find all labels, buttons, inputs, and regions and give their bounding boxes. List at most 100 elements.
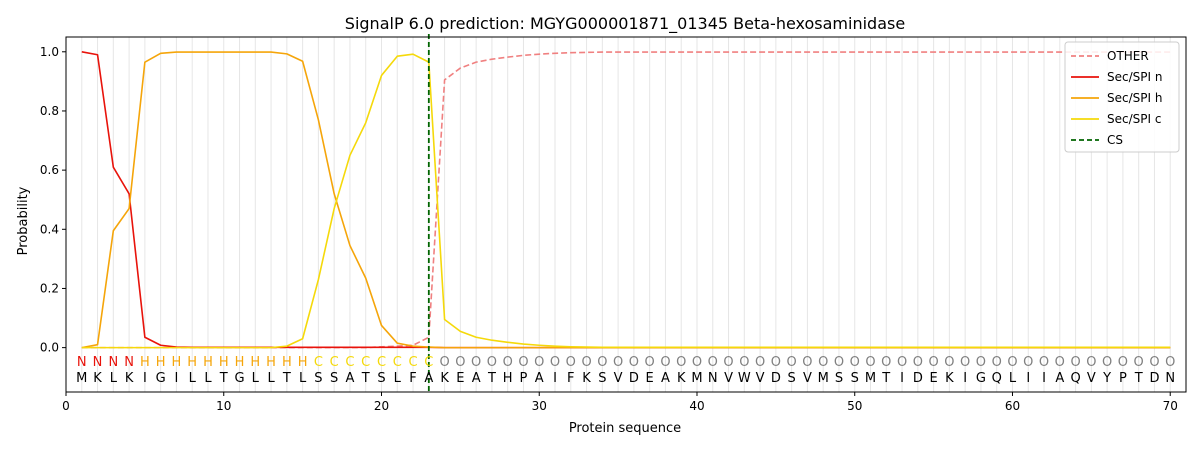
- residue-label: W: [738, 371, 751, 386]
- residue-label: K: [93, 371, 102, 386]
- residue-label: M: [691, 371, 702, 386]
- region-label: O: [976, 355, 986, 370]
- region-label: O: [960, 355, 970, 370]
- residue-label: K: [677, 371, 686, 386]
- residue-label: V: [756, 371, 765, 386]
- residue-label: V: [803, 371, 812, 386]
- residue-label: M: [818, 371, 829, 386]
- legend-label: OTHER: [1107, 49, 1149, 63]
- residue-label: Q: [1070, 371, 1080, 386]
- residue-label: T: [1134, 371, 1143, 386]
- region-label: H: [282, 355, 292, 370]
- region-label: O: [1070, 355, 1080, 370]
- residue-label: I: [143, 371, 147, 386]
- region-label: O: [944, 355, 954, 370]
- residue-label: P: [520, 371, 528, 386]
- residue-label: V: [614, 371, 623, 386]
- residue-label: Y: [1102, 371, 1111, 386]
- region-label: H: [203, 355, 213, 370]
- residue-label: V: [724, 371, 733, 386]
- residue-label: T: [881, 371, 890, 386]
- residue-label: K: [440, 371, 449, 386]
- region-label: O: [739, 355, 749, 370]
- region-label: O: [1118, 355, 1128, 370]
- region-label: N: [124, 355, 134, 370]
- region-label: O: [881, 355, 891, 370]
- residue-label: N: [708, 371, 718, 386]
- region-label: O: [487, 355, 497, 370]
- region-label: C: [345, 355, 354, 370]
- residue-label: N: [1165, 371, 1175, 386]
- x-tick-label: 20: [374, 399, 389, 413]
- region-label: C: [361, 355, 370, 370]
- region-label: H: [187, 355, 197, 370]
- region-label: O: [692, 355, 702, 370]
- region-label: O: [550, 355, 560, 370]
- residue-label: D: [771, 371, 781, 386]
- residue-label: L: [204, 371, 212, 386]
- residue-label: S: [851, 371, 859, 386]
- residue-label: M: [76, 371, 87, 386]
- region-label: C: [409, 355, 418, 370]
- grid-lines: [81, 37, 1171, 392]
- residue-label: P: [1119, 371, 1127, 386]
- region-label: O: [1007, 355, 1017, 370]
- residue-label: L: [267, 371, 275, 386]
- region-label: O: [865, 355, 875, 370]
- region-label: O: [1134, 355, 1144, 370]
- region-label: H: [298, 355, 308, 370]
- region-label: O: [992, 355, 1002, 370]
- residue-label: F: [567, 371, 574, 386]
- region-label: O: [503, 355, 513, 370]
- series-lines: [81, 34, 1171, 392]
- region-label: O: [1023, 355, 1033, 370]
- region-label: O: [581, 355, 591, 370]
- residue-label: G: [156, 371, 166, 386]
- residue-label: S: [788, 371, 796, 386]
- region-label: H: [219, 355, 229, 370]
- region-label: O: [534, 355, 544, 370]
- residue-label: D: [629, 371, 639, 386]
- residue-label: I: [175, 371, 179, 386]
- residue-label: L: [189, 371, 197, 386]
- residue-label: S: [330, 371, 338, 386]
- residue-label: L: [1009, 371, 1017, 386]
- region-label: O: [1086, 355, 1096, 370]
- residue-label: S: [835, 371, 843, 386]
- region-label: O: [1149, 355, 1159, 370]
- residue-label: K: [945, 371, 954, 386]
- residue-label: T: [219, 371, 228, 386]
- residue-label: A: [661, 371, 670, 386]
- region-label: O: [613, 355, 623, 370]
- region-label: C: [330, 355, 339, 370]
- region-label: C: [393, 355, 402, 370]
- y-axis-label: Probability: [16, 186, 31, 255]
- series-line-sec-spi-c: [81, 53, 1171, 349]
- residue-label: D: [1149, 371, 1159, 386]
- region-label: H: [140, 355, 150, 370]
- y-tick-label: 1.0: [40, 45, 59, 59]
- region-label: O: [897, 355, 907, 370]
- region-label: O: [723, 355, 733, 370]
- residue-label: I: [553, 371, 557, 386]
- region-label: O: [629, 355, 639, 370]
- region-label: O: [913, 355, 923, 370]
- legend-label: CS: [1107, 133, 1123, 147]
- y-tick-label: 0.8: [40, 104, 59, 118]
- region-label: O: [755, 355, 765, 370]
- region-label: O: [439, 355, 449, 370]
- residue-label: A: [345, 371, 354, 386]
- region-label: O: [471, 355, 481, 370]
- x-tick-label: 50: [847, 399, 862, 413]
- region-label: O: [818, 355, 828, 370]
- residue-label: G: [234, 371, 244, 386]
- region-label: O: [834, 355, 844, 370]
- region-label: O: [928, 355, 938, 370]
- y-tick-label: 0.0: [40, 341, 59, 355]
- axes: 0 10 20 30 40 50 60 70 0.0 0.2 0.4 0.6 0.8 1.0: [40, 36, 1187, 413]
- y-tick-label: 0.4: [40, 222, 59, 236]
- region-label: O: [1055, 355, 1065, 370]
